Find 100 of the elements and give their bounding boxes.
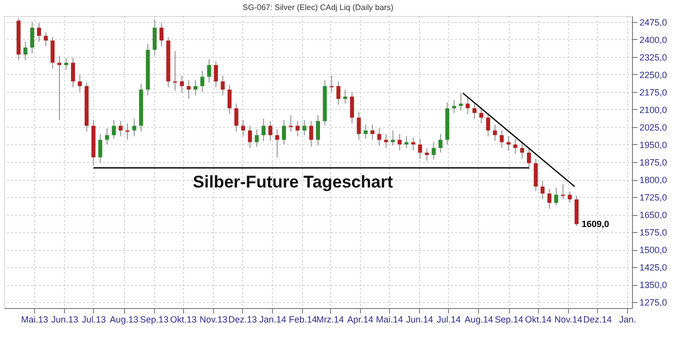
candlestick <box>370 124 374 140</box>
candlestick <box>152 19 157 56</box>
candlestick <box>105 128 110 145</box>
x-tick-label: Aug.14 <box>464 314 494 324</box>
x-tick-label: Dez.14 <box>583 314 612 324</box>
candlestick <box>411 136 416 151</box>
candlestick <box>254 128 259 148</box>
candlestick <box>194 80 198 96</box>
x-tick-label: Aug.13 <box>110 314 138 324</box>
candlestick <box>398 133 402 151</box>
candlestick <box>377 128 382 146</box>
candlestick <box>568 190 572 204</box>
candlestick <box>214 61 218 88</box>
candlestick <box>479 106 484 124</box>
candlestick <box>452 100 456 114</box>
y-tick-label: 2325,0 <box>640 52 668 62</box>
candlestick <box>547 188 552 210</box>
y-tick-label: 1425,0 <box>640 262 668 273</box>
candlestick <box>50 36 55 70</box>
candlestick <box>234 103 238 132</box>
candlestick <box>180 75 184 94</box>
candlestick <box>207 58 212 84</box>
x-tick-label: Mrz.14 <box>316 314 344 324</box>
y-tick-label: 1350,0 <box>640 280 668 290</box>
x-tick-label: Apr.14 <box>347 314 374 324</box>
candlestick <box>118 120 123 137</box>
candlestick <box>343 89 348 104</box>
x-tick-label: Jun.14 <box>406 314 434 324</box>
x-tick-label: Feb.14 <box>288 314 317 324</box>
y-tick-label: 1800,0 <box>640 175 668 186</box>
text: Silber-Future Tageschart <box>192 172 394 192</box>
candlestick <box>275 128 280 158</box>
candlestick <box>248 125 252 148</box>
x-tick-label: Nov.14 <box>554 314 582 324</box>
x-tick-label: Nov.13 <box>200 314 228 324</box>
candlestick <box>132 118 136 137</box>
x-tick-label: Sep.14 <box>494 314 524 324</box>
candlestick <box>78 74 82 92</box>
y-tick-label: 2400,0 <box>640 34 668 45</box>
candlestick <box>540 180 545 200</box>
candlestick <box>458 92 463 112</box>
candlestick <box>364 124 368 140</box>
candlestick <box>520 142 524 159</box>
y-tick-label: 2475,0 <box>640 17 668 28</box>
candlestick <box>356 111 361 140</box>
candlestick <box>492 124 497 142</box>
y-tick-label: 1500,0 <box>640 245 668 256</box>
y-tick-label: 2100,0 <box>640 104 668 115</box>
x-tick-label: Mai.13 <box>21 314 48 324</box>
candlestick <box>112 119 116 140</box>
x-tick-label: Jul.13 <box>82 314 106 324</box>
annotation: 1609,0 <box>582 219 610 230</box>
candlestick <box>64 58 68 70</box>
x-tick-label: Okt.14 <box>524 314 552 324</box>
x-tick-label: Jul.14 <box>436 314 461 324</box>
candlestick <box>241 119 246 137</box>
candlestick <box>71 58 76 88</box>
chart-title: SG-067: Silver (Elec) CAdj Liq (Daily bars) <box>242 3 394 12</box>
candlestick <box>200 70 204 92</box>
y-tick-label: 1725,0 <box>640 192 668 203</box>
y-tick-label: 1950,0 <box>640 140 668 150</box>
candlestick <box>57 55 62 120</box>
y-tick-label: 1650,0 <box>640 210 668 220</box>
y-tick-label: 2250,0 <box>640 70 668 80</box>
candlestick <box>500 130 504 148</box>
x-tick-label: Mai.14 <box>376 314 403 324</box>
candlestick <box>220 75 225 96</box>
candlestick <box>418 138 422 159</box>
candlestick <box>282 119 286 145</box>
x-tick-label: Jan. <box>619 314 636 324</box>
candlestick <box>350 91 354 124</box>
x-tick-label: Jun.13 <box>51 314 78 324</box>
x-tick-label: Sep.13 <box>140 314 168 324</box>
candlestick <box>30 21 34 54</box>
candlestick <box>268 120 272 142</box>
candlestick <box>186 80 191 100</box>
candlestick <box>228 84 232 115</box>
candlestick <box>302 119 306 136</box>
x-tick-label: Dez.13 <box>228 314 257 324</box>
candlestick <box>98 133 102 164</box>
candlestick <box>404 136 408 148</box>
candlestick <box>534 158 538 192</box>
candlestick <box>432 142 436 160</box>
candlestick <box>262 118 266 142</box>
candlestick <box>159 22 164 47</box>
x-tick-label: Jan.14 <box>259 314 286 324</box>
y-tick-label: 1575,0 <box>640 228 668 238</box>
candlestick <box>554 187 558 206</box>
candlestick <box>472 102 477 120</box>
candlestick <box>44 32 48 47</box>
candlestick <box>513 138 518 154</box>
candlestick <box>23 41 28 61</box>
candlestick <box>336 80 340 106</box>
candlestick <box>506 136 511 151</box>
y-tick-label: 2175,0 <box>640 87 668 98</box>
candlestick <box>309 120 314 148</box>
y-tick-label: 1875,0 <box>640 158 668 168</box>
y-tick-label: 2025,0 <box>640 122 668 132</box>
candlestick <box>466 97 470 115</box>
candlestick <box>36 22 41 42</box>
